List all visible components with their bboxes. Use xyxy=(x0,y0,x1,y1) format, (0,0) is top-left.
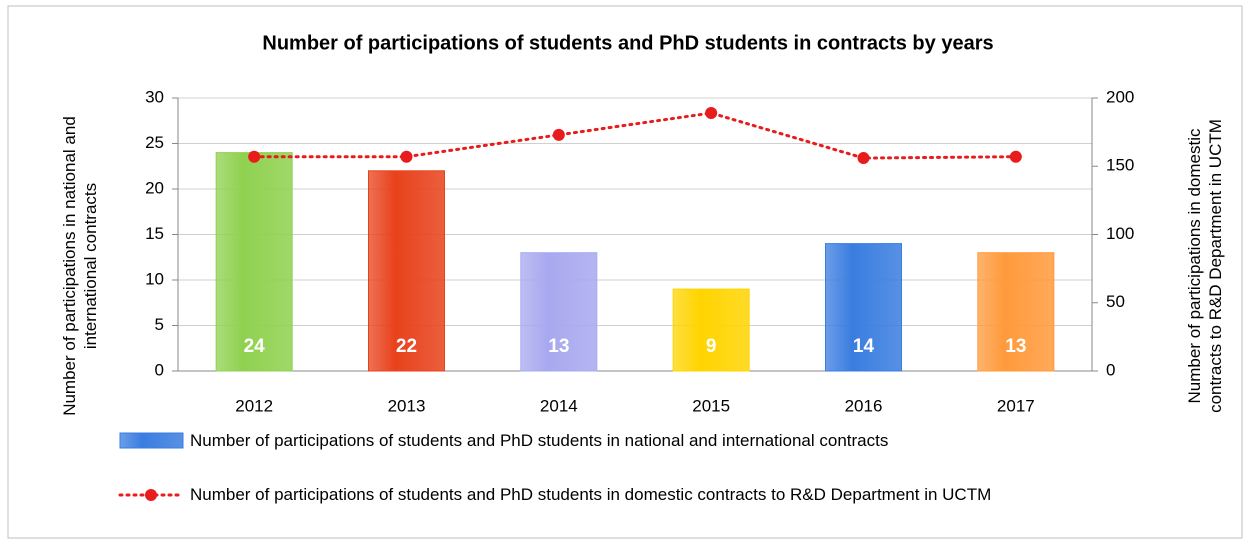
x-tick-label: 2014 xyxy=(540,396,578,415)
y2-tick-label: 0 xyxy=(1106,360,1115,379)
data-label: 13 xyxy=(1005,336,1026,357)
x-tick-label: 2016 xyxy=(845,396,883,415)
y-tick-label: 10 xyxy=(145,269,164,288)
marker xyxy=(857,152,870,165)
chart-title: Number of participations of students and… xyxy=(262,32,993,54)
data-label: 13 xyxy=(548,336,569,357)
y2-axis-title: Number of participations in domestic con… xyxy=(1185,119,1225,413)
x-tick-label: 2017 xyxy=(997,396,1035,415)
chart-border xyxy=(7,5,1243,539)
bar xyxy=(520,252,598,372)
legend-label: Number of participations of students and… xyxy=(190,431,889,450)
marker xyxy=(552,128,565,141)
y-tick-label: 30 xyxy=(145,87,164,106)
y-tick-label: 15 xyxy=(145,224,164,243)
line xyxy=(252,111,1018,160)
y-tick-label: 0 xyxy=(155,360,164,379)
y-tick-label: 5 xyxy=(155,315,164,334)
y2-tick-label: 100 xyxy=(1106,224,1134,243)
data-label: 22 xyxy=(396,336,417,357)
legend-swatch xyxy=(145,489,157,501)
y-axis-title: Number of participations in national and… xyxy=(60,116,100,416)
marker xyxy=(1009,150,1022,163)
y2-tick-label: 200 xyxy=(1106,87,1134,106)
legend-label: Number of participations of students and… xyxy=(190,485,992,504)
marker xyxy=(248,150,261,163)
x-tick-label: 2012 xyxy=(235,396,273,415)
bar xyxy=(672,288,750,372)
legend-swatch xyxy=(119,432,184,449)
data-label: 14 xyxy=(853,336,875,357)
marker xyxy=(705,107,718,120)
y-tick-label: 25 xyxy=(145,133,164,152)
bar xyxy=(368,170,445,372)
y-tick-label: 20 xyxy=(145,178,164,197)
y2-tick-label: 50 xyxy=(1106,292,1125,311)
x-tick-label: 2015 xyxy=(692,396,730,415)
bar xyxy=(215,152,293,372)
marker xyxy=(400,150,413,163)
x-tick-label: 2013 xyxy=(388,396,426,415)
bar xyxy=(977,252,1055,372)
data-label: 9 xyxy=(706,336,717,357)
data-label: 24 xyxy=(244,336,266,357)
bar xyxy=(825,243,902,372)
y2-tick-label: 150 xyxy=(1106,156,1134,175)
